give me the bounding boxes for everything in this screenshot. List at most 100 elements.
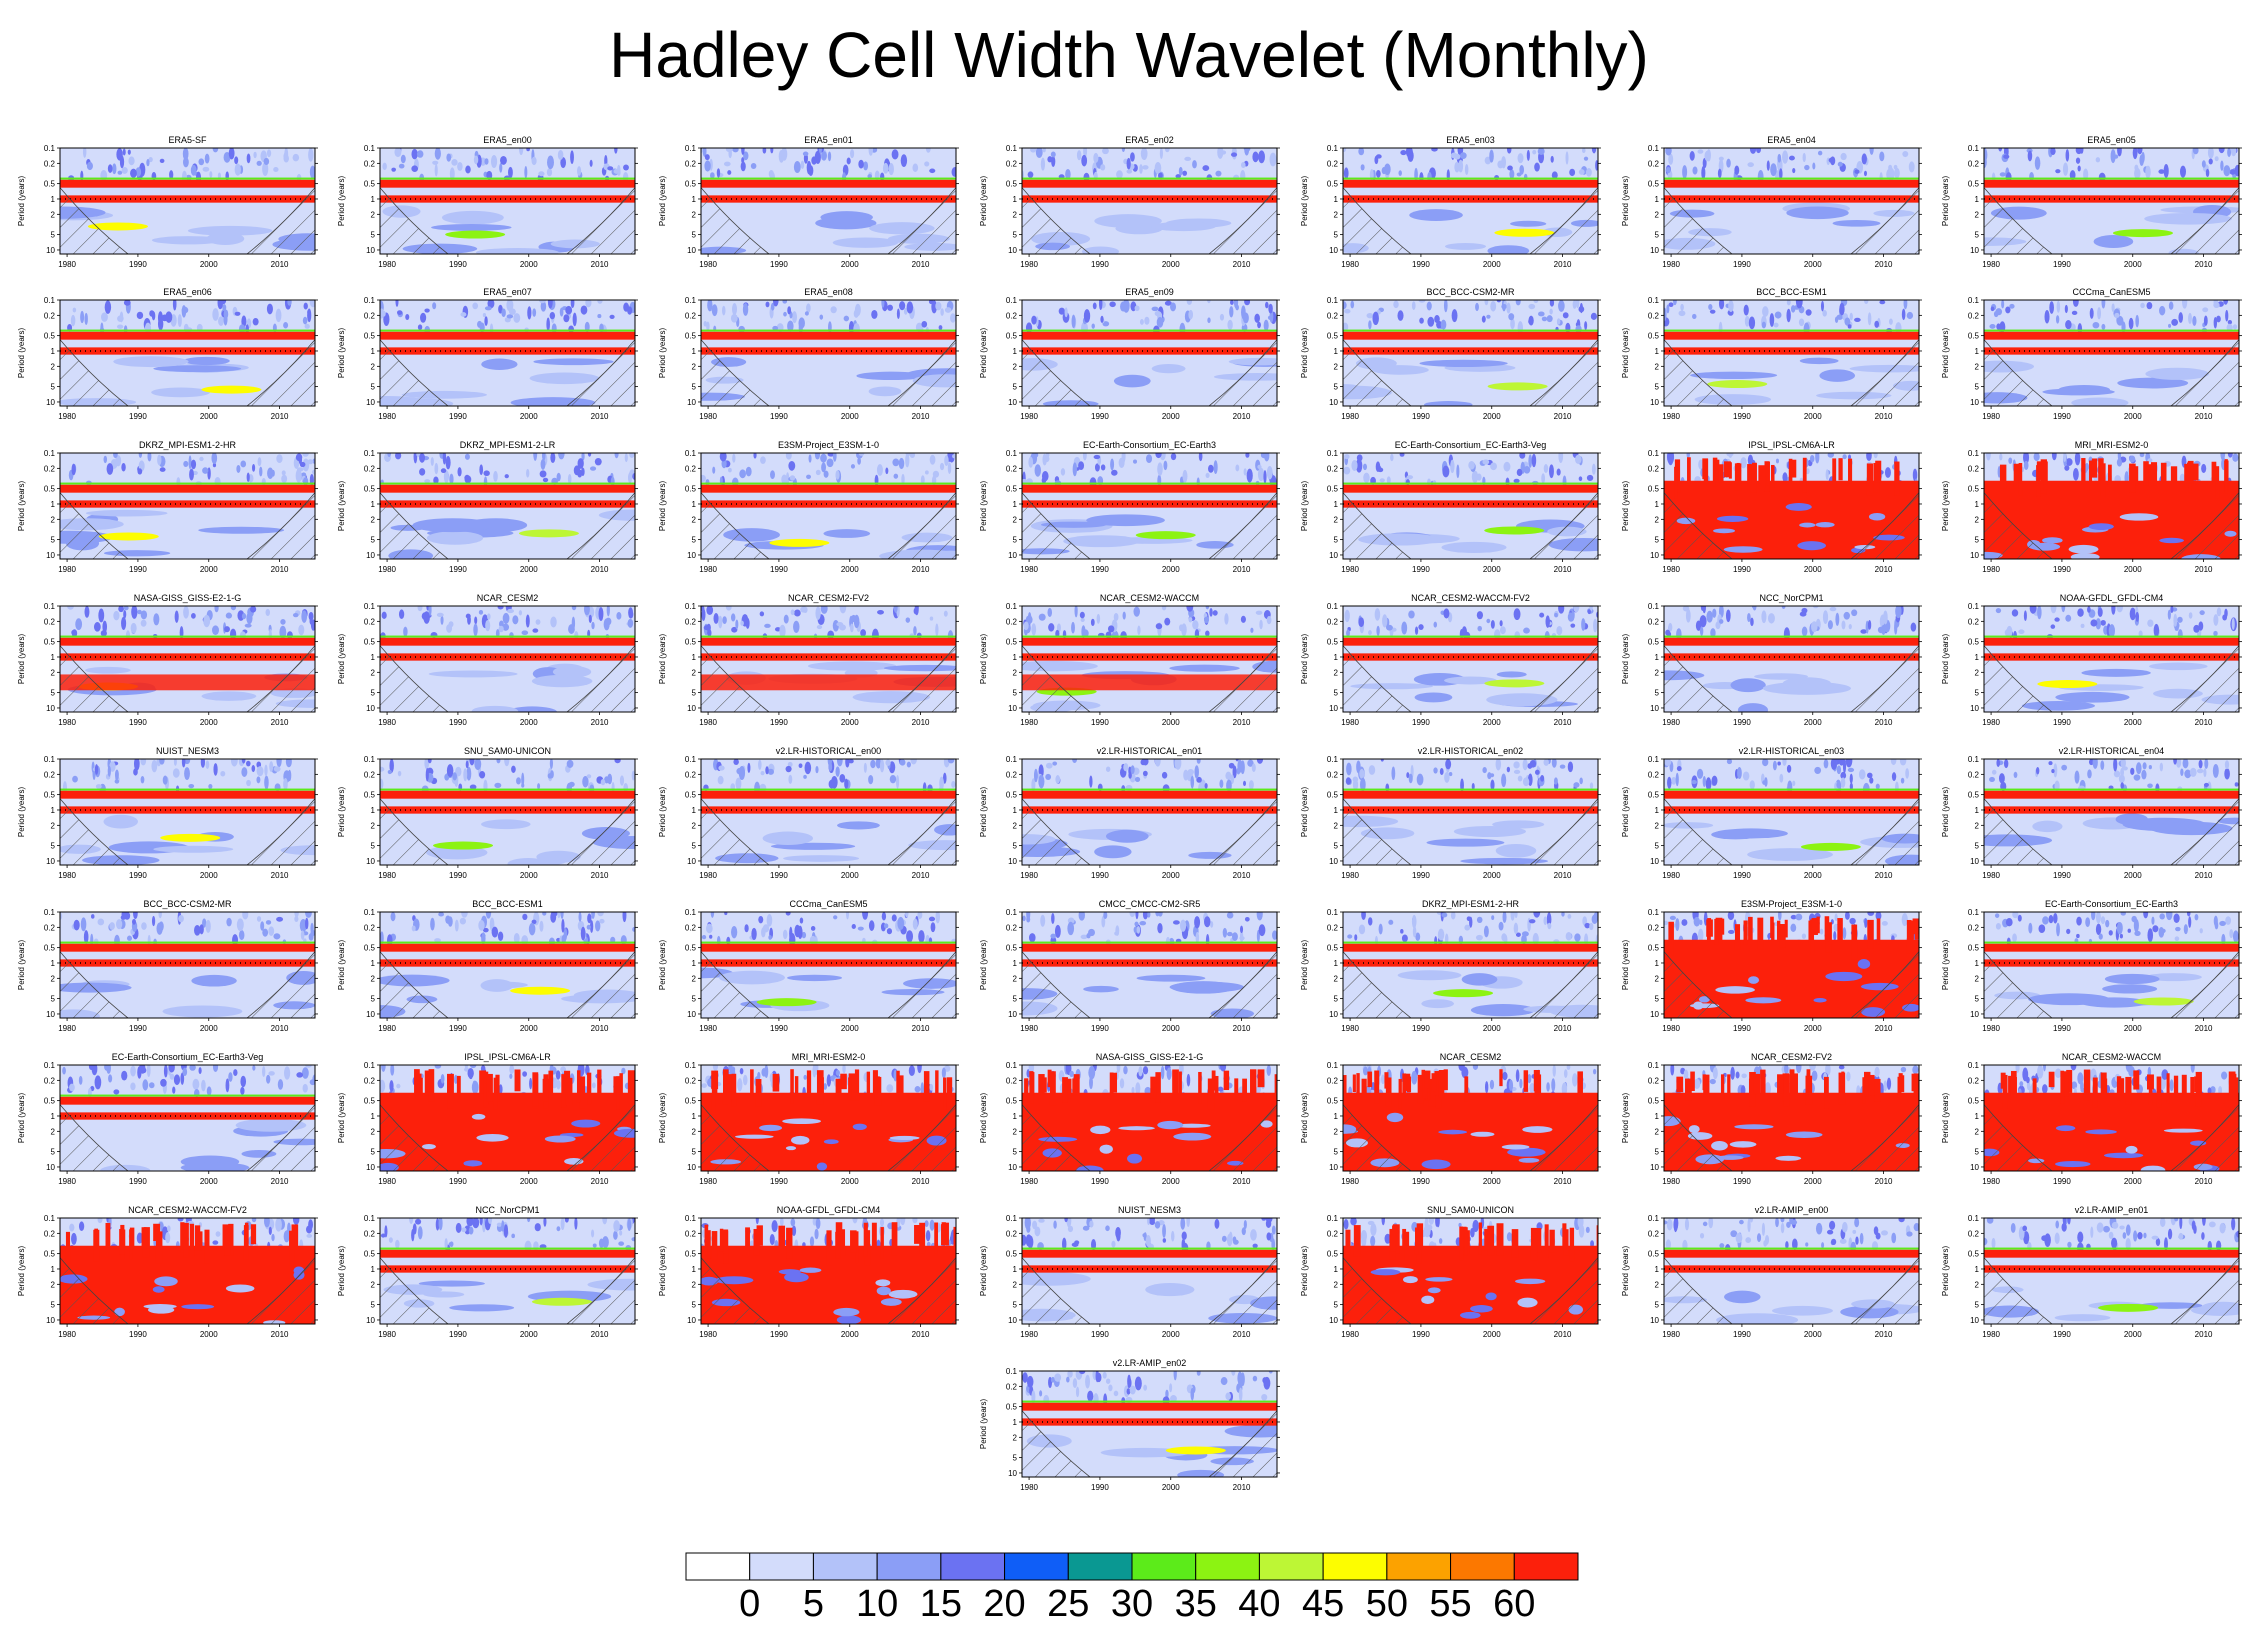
y-axis-label: Period (years) (17, 940, 26, 991)
power-blob (1254, 313, 1260, 323)
power-field (1022, 300, 1277, 406)
power-blob (1699, 626, 1704, 636)
power-blob (433, 841, 494, 850)
power-blob (1466, 916, 1471, 922)
power-blob (935, 1070, 939, 1099)
power-blob (256, 776, 261, 784)
semiannual-edge (1343, 941, 1598, 944)
power-blob (507, 608, 515, 614)
power-blob (1235, 464, 1240, 472)
semiannual-edge (1984, 941, 2239, 944)
power-blob (1361, 912, 1366, 920)
y-tick-label: 0.5 (1006, 638, 1018, 647)
power-blob (1213, 460, 1218, 475)
x-tick-label: 1990 (1091, 260, 1109, 269)
power-blob (2189, 767, 2197, 777)
power-blob (1128, 771, 1132, 779)
power-blob (256, 916, 262, 922)
panel-frame (1342, 605, 1599, 713)
power-blob (1766, 461, 1770, 486)
y-tick-label: 0.1 (44, 296, 56, 305)
x-tick-label: 1990 (1091, 565, 1109, 574)
power-blob (1453, 825, 1526, 838)
power-blob (532, 308, 537, 317)
power-blob (607, 166, 614, 171)
x-tick-label: 1990 (129, 260, 147, 269)
power-blob (1804, 164, 1810, 171)
power-blob (1229, 306, 1234, 318)
y-tick-label: 0.5 (685, 485, 697, 494)
power-blob (1374, 608, 1381, 621)
y-tick-label: 0.2 (1648, 923, 1660, 932)
power-blob (464, 453, 470, 460)
power-blob (528, 922, 536, 936)
x-tick-label: 2010 (271, 565, 289, 574)
y-axis-label: Period (years) (337, 940, 346, 991)
power-field (701, 148, 956, 254)
power-blob (1708, 304, 1713, 310)
power-blob (946, 1077, 953, 1110)
power-blob (2160, 462, 2167, 483)
power-blob (730, 613, 736, 622)
power-blob (737, 1078, 743, 1092)
power-blob (544, 1135, 576, 1143)
power-blob (471, 705, 519, 712)
power-blob (1851, 924, 1858, 960)
power-blob (731, 626, 738, 633)
y-tick-label: 0.2 (1968, 923, 1980, 932)
power-blob (1226, 931, 1233, 937)
power-blob (850, 149, 855, 159)
power-blob (121, 1070, 128, 1081)
power-blob (130, 168, 137, 178)
power-blob (2133, 997, 2194, 1006)
y-tick-label: 0.2 (1648, 159, 1660, 168)
semiannual-edge (1984, 788, 2239, 791)
power-blob (1461, 973, 1498, 986)
power-blob (2050, 624, 2056, 629)
power-blob (2145, 165, 2151, 179)
x-tick-label: 1980 (378, 718, 396, 727)
power-blob (485, 619, 491, 632)
power-blob (1748, 316, 1756, 330)
power-field (1022, 759, 1277, 865)
power-blob (472, 1080, 477, 1086)
wavelet-panel: EC-Earth-Consortium_EC-Earth30.10.20.512… (1941, 899, 2242, 1033)
power-field (1022, 912, 1277, 1018)
power-blob (801, 931, 807, 939)
power-blob (938, 325, 943, 330)
panel-frame (59, 758, 316, 866)
power-blob (1090, 618, 1095, 627)
power-blob (1258, 150, 1265, 164)
y-tick-label: 0.2 (685, 617, 697, 626)
power-blob (753, 453, 757, 459)
power-blob (487, 613, 491, 620)
power-blob (1266, 615, 1272, 625)
power-blob (1724, 461, 1731, 478)
power-blob (1668, 622, 1673, 632)
x-tick-label: 1980 (378, 1177, 396, 1186)
power-blob (1749, 148, 1757, 154)
power-blob (1875, 460, 1882, 483)
power-blob (1749, 780, 1755, 790)
power-blob (153, 365, 242, 373)
cone-of-influence (1984, 951, 2239, 1018)
y-tick-label: 10 (1970, 551, 1979, 560)
power-blob (390, 912, 396, 922)
power-blob (1702, 157, 1707, 169)
power-blob (192, 1078, 200, 1090)
power-blob (2008, 457, 2013, 464)
power-blob (2107, 464, 2112, 485)
power-blob (514, 1069, 521, 1092)
power-blob (1062, 311, 1070, 323)
power-blob (2051, 769, 2055, 774)
power-blob (1811, 918, 1818, 935)
power-blob (1501, 773, 1507, 788)
y-tick-label: 10 (1329, 246, 1338, 255)
y-tick-label: 2 (1334, 362, 1339, 371)
power-field (1343, 300, 1598, 406)
power-blob (577, 166, 582, 176)
power-blob (305, 1065, 312, 1068)
power-blob (1257, 321, 1261, 329)
power-blob (712, 466, 716, 474)
